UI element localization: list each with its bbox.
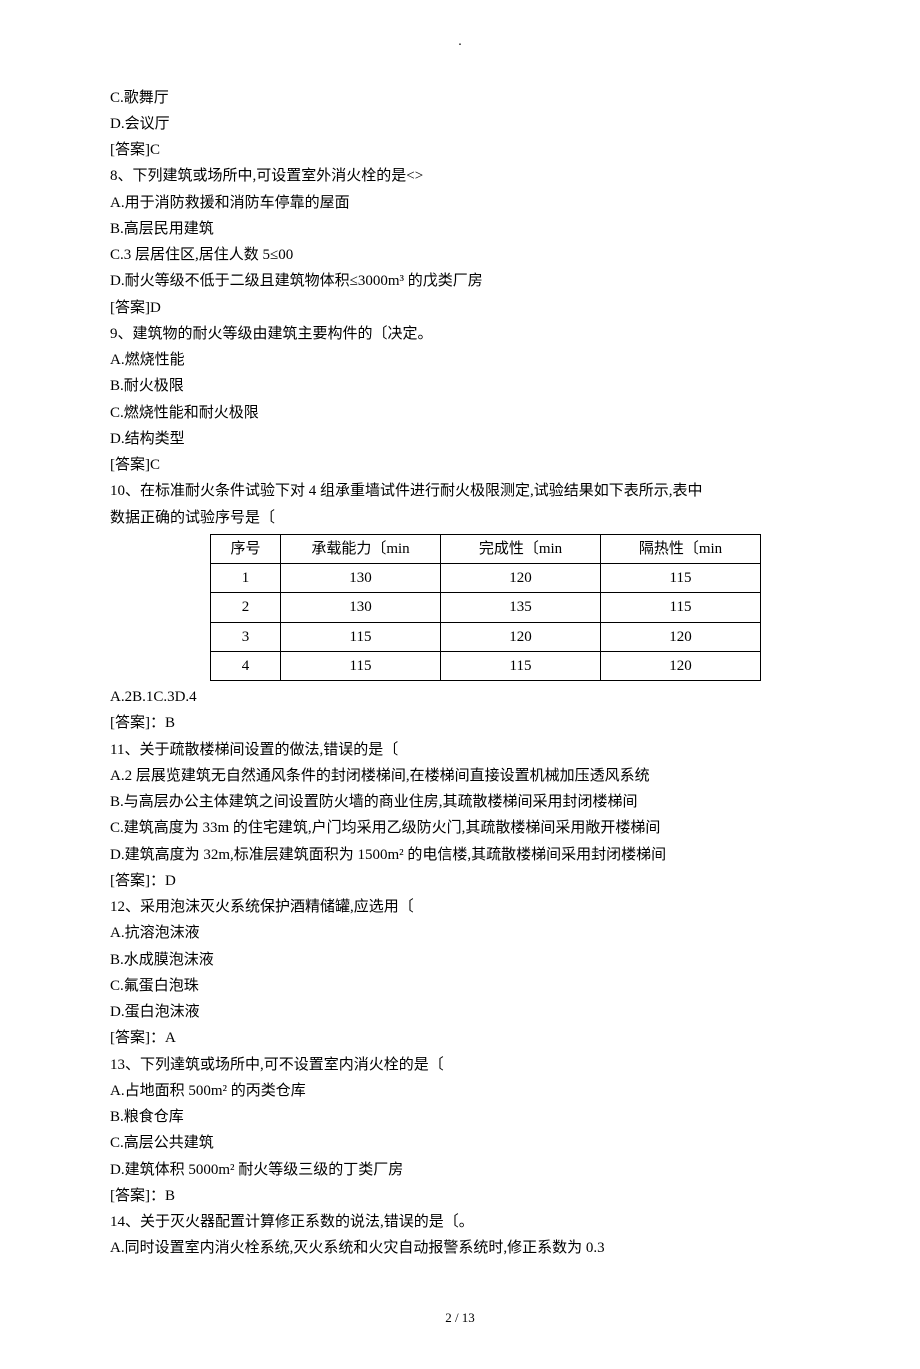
table-cell: 120 bbox=[441, 622, 601, 651]
q7-opt-c: C.歌舞厅 bbox=[110, 85, 810, 111]
q10-answer: [答案]：B bbox=[110, 710, 810, 736]
q12-stem: 12、采用泡沫灭火系统保护酒精储罐,应选用〔 bbox=[110, 894, 810, 920]
document-content: C.歌舞厅 D.会议厅 [答案]C 8、下列建筑或场所中,可设置室外消火栓的是<… bbox=[110, 85, 810, 1262]
table-row: 3 115 120 120 bbox=[211, 622, 761, 651]
table-header: 序号 bbox=[211, 534, 281, 563]
q12-opt-c: C.氟蛋白泡珠 bbox=[110, 973, 810, 999]
q9-stem: 9、建筑物的耐火等级由建筑主要构件的〔决定。 bbox=[110, 321, 810, 347]
q11-opt-d: D.建筑高度为 32m,标准层建筑面积为 1500m² 的电信楼,其疏散楼梯间采… bbox=[110, 842, 810, 868]
q9-opt-c: C.燃烧性能和耐火极限 bbox=[110, 400, 810, 426]
q12-opt-a: A.抗溶泡沫液 bbox=[110, 920, 810, 946]
q9-answer: [答案]C bbox=[110, 452, 810, 478]
table-cell: 115 bbox=[281, 651, 441, 680]
q10-table: 序号 承载能力〔min 完成性〔min 隔热性〔min 1 130 120 11… bbox=[210, 534, 761, 681]
table-cell: 130 bbox=[281, 593, 441, 622]
q11-opt-b: B.与高层办公主体建筑之间设置防火墙的商业住房,其疏散楼梯间采用封闭楼梯间 bbox=[110, 789, 810, 815]
table-cell: 130 bbox=[281, 564, 441, 593]
q9-opt-d: D.结构类型 bbox=[110, 426, 810, 452]
table-row: 2 130 135 115 bbox=[211, 593, 761, 622]
table-cell: 120 bbox=[601, 651, 761, 680]
q8-opt-a: A.用于消防救援和消防车停靠的屋面 bbox=[110, 190, 810, 216]
q8-opt-d: D.耐火等级不低于二级且建筑物体积≤3000m³ 的戊类厂房 bbox=[110, 268, 810, 294]
q13-opt-d: D.建筑体积 5000m² 耐火等级三级的丁类厂房 bbox=[110, 1157, 810, 1183]
table-header: 承载能力〔min bbox=[281, 534, 441, 563]
q13-answer: [答案]：B bbox=[110, 1183, 810, 1209]
table-cell: 120 bbox=[601, 622, 761, 651]
q13-opt-b: B.粮食仓库 bbox=[110, 1104, 810, 1130]
q10-stem-1: 10、在标准耐火条件试验下对 4 组承重墙试件进行耐火极限测定,试验结果如下表所… bbox=[110, 478, 810, 504]
q9-opt-b: B.耐火极限 bbox=[110, 373, 810, 399]
q11-opt-a: A.2 层展览建筑无自然通风条件的封闭楼梯间,在楼梯间直接设置机械加压透风系统 bbox=[110, 763, 810, 789]
table-header-row: 序号 承载能力〔min 完成性〔min 隔热性〔min bbox=[211, 534, 761, 563]
table-cell: 4 bbox=[211, 651, 281, 680]
table-cell: 1 bbox=[211, 564, 281, 593]
q10-options: A.2B.1C.3D.4 bbox=[110, 684, 810, 710]
page-number: 2 / 13 bbox=[110, 1307, 810, 1330]
table-header: 隔热性〔min bbox=[601, 534, 761, 563]
table-cell: 115 bbox=[441, 651, 601, 680]
table-cell: 2 bbox=[211, 593, 281, 622]
q13-opt-c: C.高层公共建筑 bbox=[110, 1130, 810, 1156]
q13-stem: 13、下列達筑或场所中,可不设置室内消火栓的是〔 bbox=[110, 1052, 810, 1078]
q14-opt-a: A.同时设置室内消火栓系统,灭火系统和火灾自动报警系统时,修正系数为 0.3 bbox=[110, 1235, 810, 1261]
q7-answer: [答案]C bbox=[110, 137, 810, 163]
table-cell: 115 bbox=[601, 564, 761, 593]
q12-answer: [答案]：A bbox=[110, 1025, 810, 1051]
q11-answer: [答案]：D bbox=[110, 868, 810, 894]
q8-answer: [答案]D bbox=[110, 295, 810, 321]
table-cell: 135 bbox=[441, 593, 601, 622]
q8-stem: 8、下列建筑或场所中,可设置室外消火栓的是<> bbox=[110, 163, 810, 189]
q14-stem: 14、关于灭火器配置计算修正系数的说法,错误的是〔。 bbox=[110, 1209, 810, 1235]
table-cell: 115 bbox=[281, 622, 441, 651]
table-row: 1 130 120 115 bbox=[211, 564, 761, 593]
table-row: 4 115 115 120 bbox=[211, 651, 761, 680]
q8-opt-c: C.3 层居住区,居住人数 5≤00 bbox=[110, 242, 810, 268]
q12-opt-b: B.水成膜泡沫液 bbox=[110, 947, 810, 973]
q11-stem: 11、关于疏散楼梯间设置的做法,错误的是〔 bbox=[110, 737, 810, 763]
top-dot: . bbox=[110, 30, 810, 55]
table-header: 完成性〔min bbox=[441, 534, 601, 563]
table-cell: 115 bbox=[601, 593, 761, 622]
q8-opt-b: B.高层民用建筑 bbox=[110, 216, 810, 242]
q13-opt-a: A.占地面积 500m² 的丙类仓库 bbox=[110, 1078, 810, 1104]
table-cell: 120 bbox=[441, 564, 601, 593]
q10-stem-2: 数据正确的试验序号是〔 bbox=[110, 505, 810, 531]
q12-opt-d: D.蛋白泡沫液 bbox=[110, 999, 810, 1025]
q9-opt-a: A.燃烧性能 bbox=[110, 347, 810, 373]
table-cell: 3 bbox=[211, 622, 281, 651]
q11-opt-c: C.建筑高度为 33m 的住宅建筑,户门均采用乙级防火门,其疏散楼梯间采用敞开楼… bbox=[110, 815, 810, 841]
q7-opt-d: D.会议厅 bbox=[110, 111, 810, 137]
